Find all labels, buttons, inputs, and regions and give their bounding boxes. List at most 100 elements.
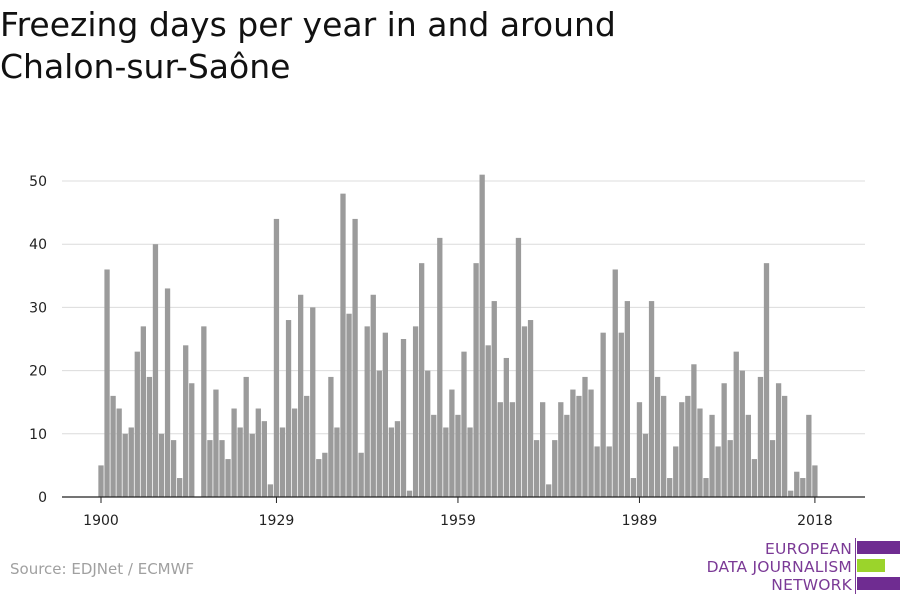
bar-2014 — [788, 490, 794, 497]
chart-title: Freezing days per year in and around Cha… — [0, 5, 616, 86]
bar-2016 — [800, 478, 806, 497]
bar-1993 — [661, 395, 667, 497]
bar-1941 — [346, 313, 352, 497]
bar-1927 — [261, 421, 267, 497]
y-axis: 0 10 20 30 40 50 — [29, 174, 47, 506]
bar-1908 — [146, 376, 153, 497]
bar-2008 — [751, 459, 758, 497]
bar-1947 — [382, 332, 388, 497]
bar-1943 — [358, 452, 364, 497]
bar-1978 — [570, 389, 576, 497]
bar-1921 — [225, 459, 231, 497]
bar-1983 — [600, 332, 606, 497]
bar-1929 — [273, 218, 280, 498]
bar-1924 — [243, 376, 249, 497]
bar-1911 — [164, 288, 171, 497]
bar-1945 — [370, 294, 376, 497]
bar-2005 — [733, 351, 739, 497]
y-tick-label: 0 — [38, 490, 47, 506]
bar-2000 — [703, 478, 709, 497]
bar-1957 — [443, 427, 449, 497]
bar-1979 — [576, 395, 582, 497]
bar-1973 — [540, 402, 546, 497]
bar-1986 — [618, 332, 624, 497]
y-tick-label: 10 — [29, 427, 47, 443]
bar-1988 — [630, 478, 637, 497]
bar-1932 — [291, 408, 298, 497]
bar-1982 — [594, 446, 600, 497]
bar-2001 — [709, 414, 715, 497]
bar-1998 — [691, 364, 697, 497]
bar-1968 — [509, 402, 516, 497]
bar-2003 — [721, 383, 727, 497]
bar-1920 — [219, 440, 225, 497]
logo-line-1: EUROPEAN — [764, 540, 852, 558]
bar-2015 — [794, 471, 800, 497]
bar-1972 — [533, 440, 540, 497]
bar-1910 — [158, 433, 165, 497]
bar-1939 — [334, 427, 340, 497]
bar-1913 — [177, 478, 183, 497]
bar-2002 — [715, 446, 721, 497]
bar-1980 — [582, 376, 588, 497]
bar-1981 — [588, 389, 594, 497]
bar-1937 — [322, 452, 328, 497]
bar-1976 — [558, 402, 564, 497]
x-tick-label: 2018 — [797, 513, 833, 529]
x-tick-label: 1900 — [83, 513, 119, 529]
bar-2013 — [782, 395, 788, 497]
bar-1925 — [249, 433, 255, 497]
bar-1996 — [679, 402, 685, 497]
bar-1907 — [140, 326, 146, 497]
bar-1991 — [648, 301, 655, 497]
bar-1961 — [467, 427, 473, 497]
x-tick-label: 1929 — [259, 513, 295, 529]
bar-1915 — [189, 383, 195, 497]
bar-2007 — [745, 414, 751, 497]
x-tick-label: 1959 — [440, 513, 476, 529]
bar-1955 — [431, 414, 437, 497]
bar-1956 — [437, 237, 443, 497]
bar-1990 — [642, 433, 649, 497]
bar-1930 — [279, 427, 286, 497]
bar-1914 — [183, 345, 189, 497]
logo-line-2: DATA JOURNALISM — [706, 558, 852, 576]
bar-1935 — [310, 307, 316, 497]
bar-1954 — [425, 370, 431, 497]
bar-1964 — [485, 345, 491, 497]
bar-1997 — [685, 395, 691, 497]
bar-1918 — [207, 440, 213, 497]
x-axis: 1900 1929 1959 1989 2018 — [62, 496, 865, 529]
bar-1942 — [352, 218, 358, 498]
bar-1960 — [461, 351, 467, 497]
bar-1903 — [116, 408, 122, 497]
bar-2017 — [806, 414, 812, 497]
bar-1940 — [340, 193, 346, 497]
bar-2012 — [775, 383, 782, 497]
bar-1936 — [316, 459, 322, 497]
logo-bar-top — [857, 541, 900, 554]
bar-1919 — [213, 389, 219, 497]
edjnet-logo: EUROPEAN DATA JOURNALISM NETWORK — [700, 538, 900, 594]
bar-1951 — [406, 490, 413, 497]
bar-1934 — [304, 395, 310, 497]
bar-1959 — [455, 414, 461, 497]
y-tick-label: 50 — [29, 174, 47, 190]
y-tick-label: 30 — [29, 300, 47, 316]
y-tick-label: 40 — [29, 237, 47, 253]
x-tick-label: 1989 — [622, 513, 658, 529]
bar-1989 — [636, 402, 643, 497]
bar-1995 — [673, 446, 679, 497]
bar-2011 — [769, 440, 776, 497]
bar-1900 — [98, 465, 104, 497]
bar-1971 — [527, 320, 534, 497]
bar-1905 — [128, 427, 134, 497]
bar-1944 — [364, 326, 370, 497]
logo-divider — [855, 538, 856, 594]
bar-1906 — [134, 351, 140, 497]
bars — [98, 174, 818, 498]
bar-1923 — [237, 427, 243, 497]
bar-2018 — [812, 465, 818, 497]
bar-1912 — [170, 440, 177, 497]
